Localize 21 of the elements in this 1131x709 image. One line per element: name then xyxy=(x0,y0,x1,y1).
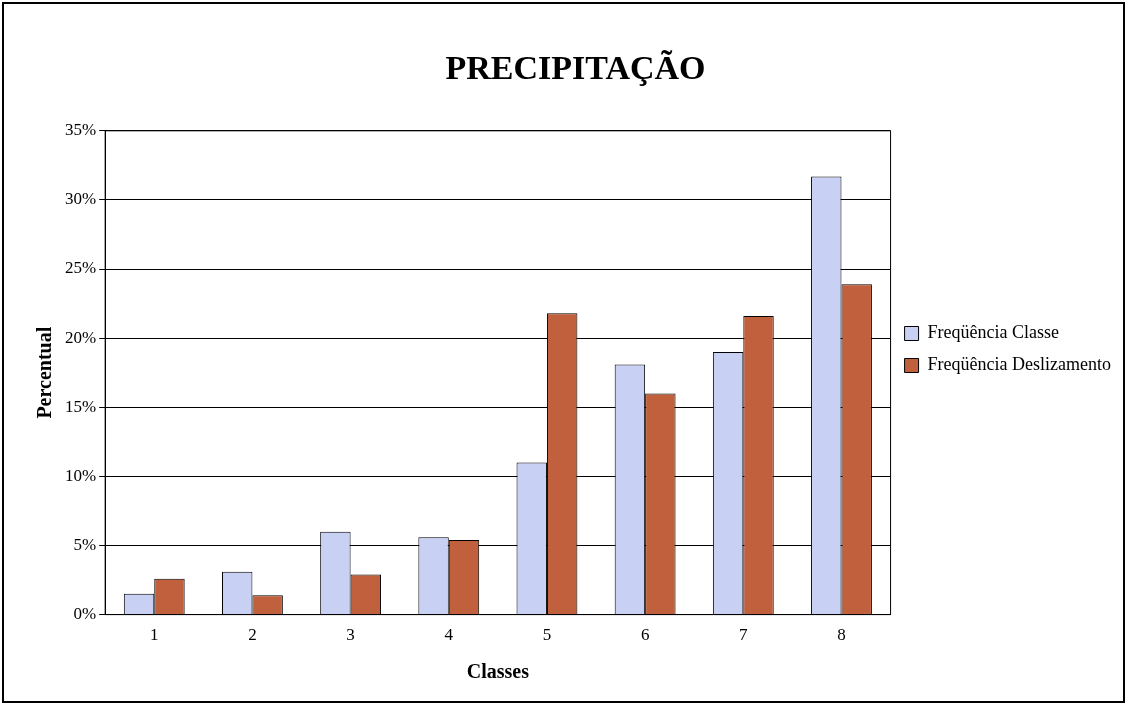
x-tick-label: 4 xyxy=(444,625,454,645)
x-tick-label: 8 xyxy=(837,625,846,645)
chart-title: PRECIPITAÇÃO xyxy=(445,49,706,87)
y-axis-title: Percentual xyxy=(33,326,56,419)
x-tick-label: 5 xyxy=(542,625,552,645)
y-tick-label: 10% xyxy=(64,465,97,485)
y-tick-label: 35% xyxy=(64,120,97,140)
y-tick-label: 30% xyxy=(64,189,97,209)
y-tick-label: 15% xyxy=(64,396,97,416)
legend-label: Freqüência Deslizamento xyxy=(927,354,1112,375)
y-tick-label: 25% xyxy=(64,258,97,278)
x-tick-label: 2 xyxy=(248,625,257,645)
y-tick-label: 5% xyxy=(73,534,97,554)
x-axis-title: Classes xyxy=(466,660,530,683)
legend-label: Freqüência Classe xyxy=(927,322,1060,343)
y-tick-label: 0% xyxy=(73,604,97,624)
y-tick-label: 20% xyxy=(64,327,97,347)
x-tick-label: 7 xyxy=(739,625,749,645)
x-tick-label: 3 xyxy=(346,625,355,645)
x-tick-label: 1 xyxy=(150,625,159,645)
x-tick-label: 6 xyxy=(640,625,650,645)
